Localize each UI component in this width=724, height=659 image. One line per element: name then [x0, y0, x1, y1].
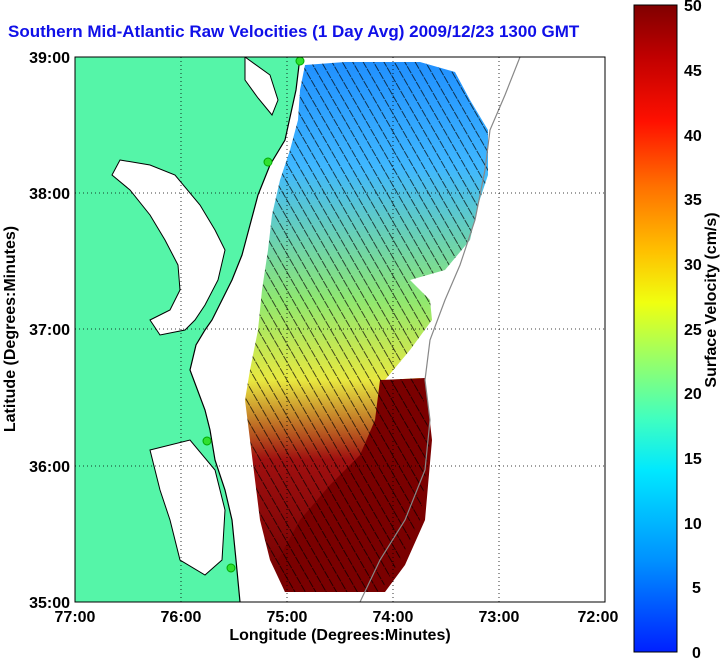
colorbar-label: Surface Velocity (cm/s)	[703, 212, 720, 387]
colorbar-tick: 20	[684, 386, 702, 403]
radar-site	[226, 563, 236, 573]
pamlico-sound	[149, 439, 226, 576]
colorbar-tick: 0	[692, 645, 701, 659]
y-tick-label: 36:00	[29, 459, 70, 476]
colorbar: 50 45 40 35 30 25 20 15 10 5 0 Surface V…	[633, 0, 720, 659]
x-tick-label: 74:00	[373, 609, 414, 626]
y-tick-label: 35:00	[29, 595, 70, 612]
colorbar-tick: 30	[684, 257, 702, 274]
velocity-arrows	[245, 62, 488, 592]
radar-site	[295, 57, 305, 66]
colorbar-tick: 50	[684, 0, 702, 15]
x-axis: 77:00 76:00 75:00 74:00 73:00 72:00 Long…	[55, 609, 619, 644]
colorbar-tick: 5	[692, 580, 701, 597]
x-tick-label: 72:00	[578, 609, 619, 626]
colorbar-tick: 35	[684, 192, 702, 209]
colorbar-tick: 45	[684, 63, 702, 80]
x-tick-label: 76:00	[161, 609, 202, 626]
delaware-bay	[244, 57, 279, 116]
radar-site	[202, 436, 212, 446]
colorbar-tick: 25	[684, 322, 702, 339]
x-tick-label: 73:00	[479, 609, 520, 626]
colorbar-tick: 10	[684, 516, 702, 533]
y-tick-label: 37:00	[29, 322, 70, 339]
coastline	[189, 57, 301, 602]
y-axis-label: Latitude (Degrees:Minutes)	[2, 226, 19, 432]
y-tick-label: 39:00	[29, 50, 70, 67]
depth-contour	[359, 57, 521, 602]
colorbar-tick: 40	[684, 128, 702, 145]
map-title: Southern Mid-Atlantic Raw Velocities (1 …	[8, 22, 580, 41]
grid-lines	[75, 57, 605, 602]
colorbar-gradient	[633, 4, 678, 653]
radar-site	[263, 157, 273, 167]
x-axis-label: Longitude (Degrees:Minutes)	[229, 627, 450, 644]
y-axis: 39:00 38:00 37:00 36:00 35:00 Latitude (…	[2, 50, 70, 612]
colorbar-tick: 15	[684, 451, 702, 468]
x-tick-label: 75:00	[267, 609, 308, 626]
y-tick-label: 38:00	[29, 186, 70, 203]
bay-water	[111, 159, 226, 336]
x-tick-label: 77:00	[55, 609, 96, 626]
